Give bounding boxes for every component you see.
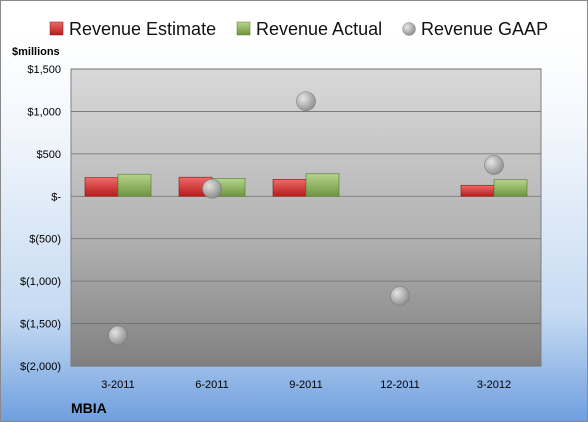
- legend-label-actual: Revenue Actual: [256, 19, 382, 39]
- legend-label-gaap: Revenue GAAP: [421, 19, 548, 39]
- legend-item-actual: Revenue Actual: [236, 19, 382, 39]
- gaap-point: [484, 155, 504, 175]
- legend-swatch-gaap: [402, 22, 416, 36]
- y-tick-label: $(1,000): [20, 276, 61, 288]
- plot-area: [70, 68, 542, 367]
- gaap-points: [108, 91, 504, 346]
- legend: Revenue Estimate Revenue Actual Revenue …: [49, 19, 548, 39]
- estimate-bar: [84, 177, 119, 197]
- legend-item-gaap: Revenue GAAP: [402, 19, 548, 39]
- gaap-point: [296, 91, 316, 112]
- gaap-point: [390, 286, 410, 306]
- x-tick-label: 3-2012: [477, 379, 511, 391]
- estimate-bar: [460, 184, 495, 197]
- legend-swatch-actual: [236, 21, 251, 36]
- y-tick-label: $(1,500): [20, 319, 61, 331]
- y-tick-label: $1,500: [27, 64, 61, 76]
- y-tick-label: $(500): [29, 234, 61, 246]
- y-tick-label: $-: [51, 191, 61, 203]
- actual-bar: [305, 173, 340, 197]
- y-tick-label: $1,000: [27, 106, 61, 118]
- legend-item-estimate: Revenue Estimate: [49, 19, 216, 39]
- y-tick-label: $(2,000): [20, 361, 61, 373]
- x-axis-ticks: 3-2011 6-2011 9-2011 12-2011 3-2012: [101, 379, 511, 391]
- x-tick-label: 12-2011: [380, 379, 420, 391]
- x-tick-label: 9-2011: [289, 379, 322, 391]
- x-tick-label: 3-2011: [101, 379, 134, 391]
- y-axis-ticks: $1,500 $1,000 $500 $- $(500) $(1,000) $(1,500)…: [20, 64, 61, 373]
- legend-swatch-estimate: [49, 21, 64, 36]
- estimate-bar: [272, 179, 307, 197]
- y-tick-label: $500: [37, 149, 61, 161]
- x-tick-label: 6-2011: [195, 379, 228, 391]
- gaap-point: [108, 325, 128, 346]
- company-label: MBIA: [71, 400, 107, 416]
- legend-label-estimate: Revenue Estimate: [69, 19, 216, 39]
- y-axis-unit-label: $millions: [12, 46, 60, 58]
- actual-bar: [117, 173, 152, 197]
- gaap-point: [202, 178, 222, 199]
- actual-bar: [493, 179, 528, 197]
